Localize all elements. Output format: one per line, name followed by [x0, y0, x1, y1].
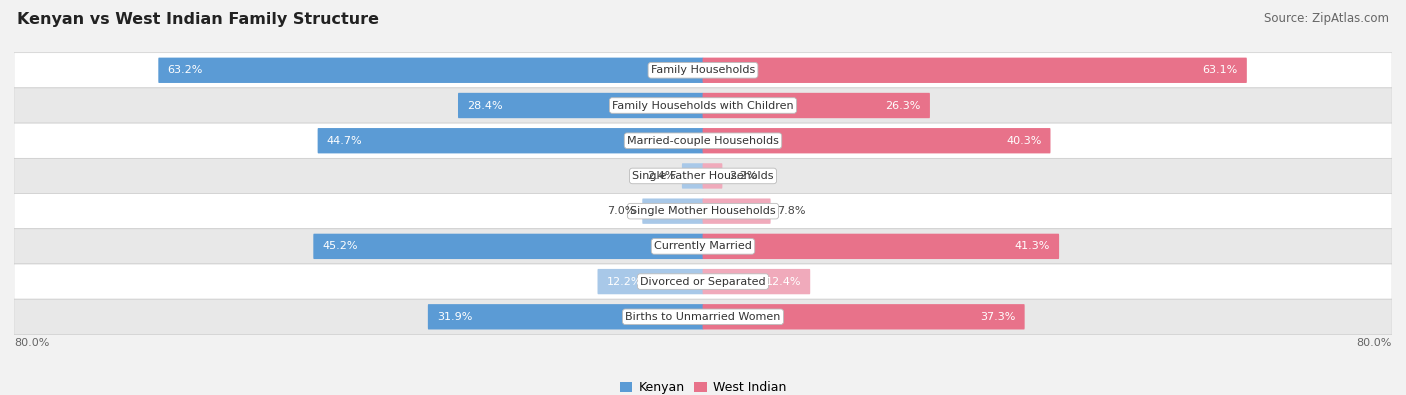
- FancyBboxPatch shape: [318, 128, 703, 153]
- FancyBboxPatch shape: [14, 88, 1392, 123]
- FancyBboxPatch shape: [703, 269, 810, 294]
- FancyBboxPatch shape: [682, 163, 703, 189]
- Text: Divorced or Separated: Divorced or Separated: [640, 276, 766, 287]
- FancyBboxPatch shape: [703, 128, 1050, 153]
- Text: 45.2%: 45.2%: [322, 241, 359, 251]
- Text: 26.3%: 26.3%: [886, 100, 921, 111]
- FancyBboxPatch shape: [427, 304, 703, 329]
- Text: 44.7%: 44.7%: [326, 136, 363, 146]
- Text: 31.9%: 31.9%: [437, 312, 472, 322]
- FancyBboxPatch shape: [159, 58, 703, 83]
- Text: Single Father Households: Single Father Households: [633, 171, 773, 181]
- FancyBboxPatch shape: [458, 93, 703, 118]
- FancyBboxPatch shape: [14, 123, 1392, 158]
- Text: Currently Married: Currently Married: [654, 241, 752, 251]
- FancyBboxPatch shape: [14, 194, 1392, 229]
- Text: Family Households: Family Households: [651, 65, 755, 75]
- Legend: Kenyan, West Indian: Kenyan, West Indian: [616, 377, 790, 395]
- FancyBboxPatch shape: [598, 269, 703, 294]
- FancyBboxPatch shape: [703, 304, 1025, 329]
- Text: 63.2%: 63.2%: [167, 65, 202, 75]
- Text: 7.8%: 7.8%: [778, 206, 806, 216]
- Text: 7.0%: 7.0%: [607, 206, 636, 216]
- FancyBboxPatch shape: [14, 229, 1392, 264]
- Text: Family Households with Children: Family Households with Children: [612, 100, 794, 111]
- Text: Kenyan vs West Indian Family Structure: Kenyan vs West Indian Family Structure: [17, 12, 378, 27]
- FancyBboxPatch shape: [314, 234, 703, 259]
- FancyBboxPatch shape: [643, 198, 703, 224]
- FancyBboxPatch shape: [14, 299, 1392, 335]
- Text: 40.3%: 40.3%: [1007, 136, 1042, 146]
- FancyBboxPatch shape: [703, 234, 1059, 259]
- Text: 2.4%: 2.4%: [647, 171, 675, 181]
- FancyBboxPatch shape: [14, 158, 1392, 194]
- FancyBboxPatch shape: [703, 58, 1247, 83]
- FancyBboxPatch shape: [14, 53, 1392, 88]
- Text: 37.3%: 37.3%: [980, 312, 1015, 322]
- Text: 41.3%: 41.3%: [1015, 241, 1050, 251]
- Text: 80.0%: 80.0%: [14, 338, 49, 348]
- Text: Married-couple Households: Married-couple Households: [627, 136, 779, 146]
- Text: 12.2%: 12.2%: [606, 276, 643, 287]
- Text: 63.1%: 63.1%: [1202, 65, 1237, 75]
- FancyBboxPatch shape: [703, 198, 770, 224]
- Text: 2.2%: 2.2%: [728, 171, 758, 181]
- Text: Single Mother Households: Single Mother Households: [630, 206, 776, 216]
- FancyBboxPatch shape: [14, 264, 1392, 299]
- Text: 80.0%: 80.0%: [1357, 338, 1392, 348]
- FancyBboxPatch shape: [703, 93, 929, 118]
- Text: Births to Unmarried Women: Births to Unmarried Women: [626, 312, 780, 322]
- Text: 28.4%: 28.4%: [467, 100, 503, 111]
- Text: Source: ZipAtlas.com: Source: ZipAtlas.com: [1264, 12, 1389, 25]
- Text: 12.4%: 12.4%: [766, 276, 801, 287]
- FancyBboxPatch shape: [703, 163, 723, 189]
